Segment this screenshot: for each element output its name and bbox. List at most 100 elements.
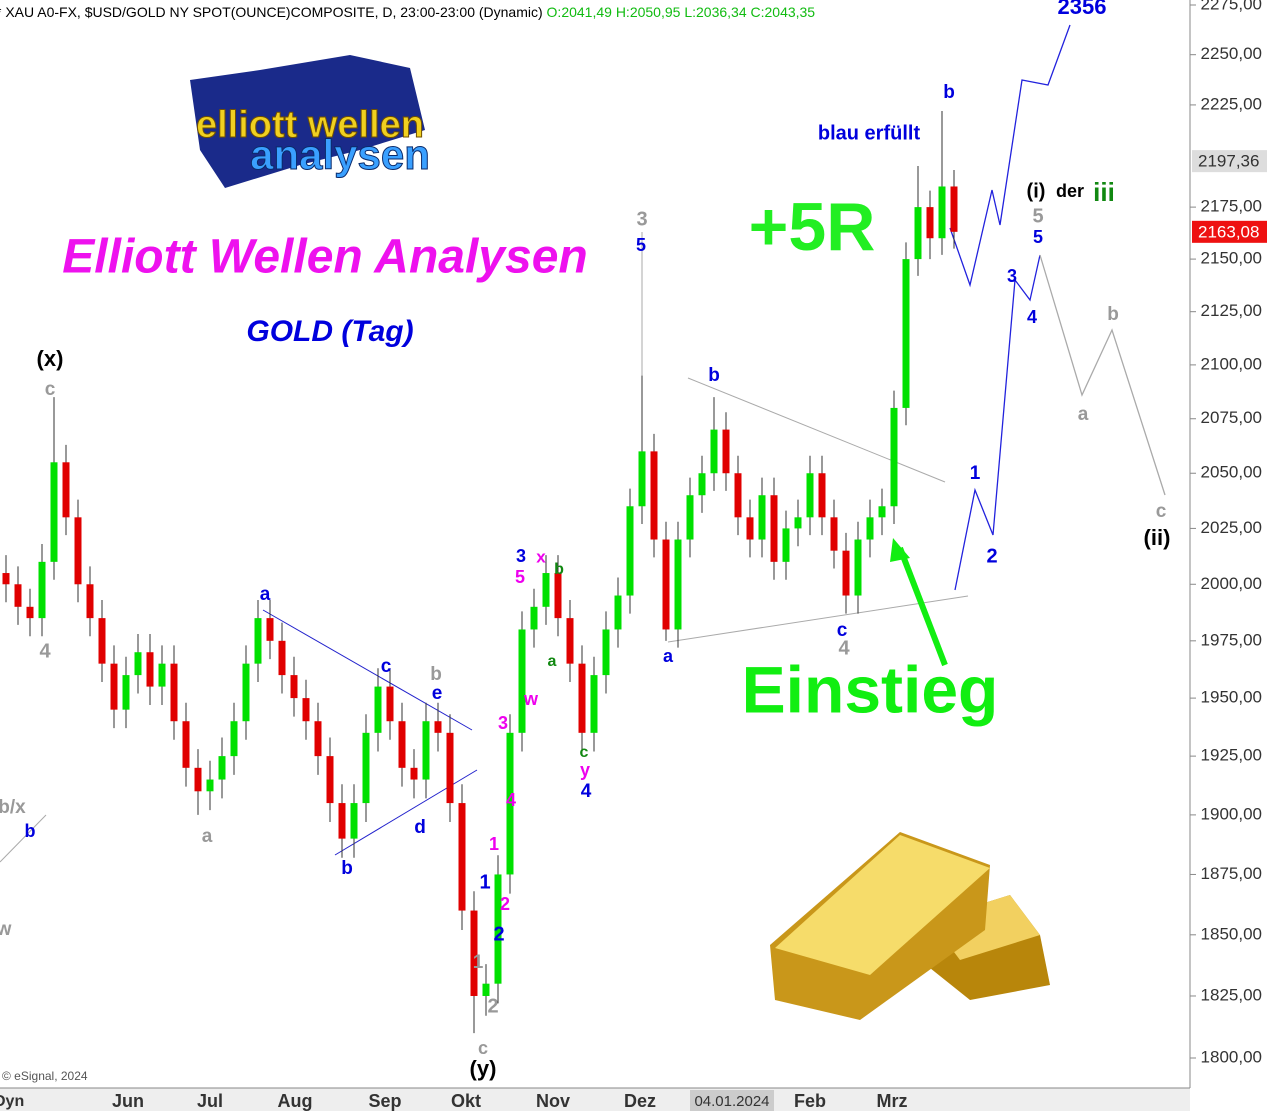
candle-body [326,756,334,804]
y-tick-label: 1925,00 [1201,746,1262,765]
y-tick-label: 2225,00 [1201,94,1262,113]
candle-body [674,539,682,630]
wave-label: e [432,683,443,704]
wave-label: b [430,664,442,685]
candle-body [494,874,502,984]
y-tick-label: 2175,00 [1201,197,1262,216]
candle-body [926,207,934,239]
candle-body [314,721,322,757]
wave-label: a [260,584,271,605]
candle-body [890,407,898,507]
chart-subtitle: GOLD (Tag) [246,315,413,348]
wave-label: x [536,547,546,566]
candle-body [482,983,490,996]
candle-body [542,573,550,607]
x-tick-label: Jul [197,1091,223,1111]
candle-body [530,606,538,630]
y-tick-label: 2075,00 [1201,408,1262,427]
candle-body [446,732,454,804]
candle-body [170,663,178,722]
candle-body [158,663,166,687]
x-tick-label: Dez [624,1091,656,1111]
wave-label: 1 [479,871,490,893]
wave-label: c [45,379,56,400]
candle-body [566,618,574,664]
candle-body [662,539,670,630]
wave-label: 5 [1033,227,1043,247]
wave-label: der [1056,181,1084,201]
candle-body [830,517,838,551]
wave-label: b [25,821,36,841]
candle-body [902,259,910,408]
x-tick-label: 04.01.2024 [694,1093,769,1110]
candle-body [98,618,106,664]
candle-body [722,429,730,474]
wave-label: 2 [493,923,504,945]
candle-body [266,618,274,641]
wave-label: 3 [498,713,508,733]
candle-body [434,721,442,733]
wave-label: 5 [1032,205,1043,227]
chart-title: Elliott Wellen Analysen [62,231,587,284]
wave-label: blau erfüllt [818,122,921,144]
y-tick-label: 1900,00 [1201,804,1262,823]
wave-label: b [708,365,720,386]
wave-label: b [554,561,564,578]
wave-label: c [478,1038,488,1058]
time-axis [0,1088,1190,1111]
candle-body [626,506,634,596]
candle-body [194,767,202,792]
x-tick-label: Mrz [877,1091,908,1111]
wave-label: 1 [489,834,499,854]
candle-body [878,506,886,518]
projection [949,24,1071,288]
wave-label: 4 [581,781,592,802]
candle-body [518,629,526,733]
candle-body [842,550,850,596]
wave-label: 2 [500,894,510,914]
candle-body [386,686,394,722]
candle-body [818,473,826,518]
wave-label: 2356 [1058,0,1107,19]
x-tick-label: Nov [536,1091,570,1111]
wave-label: w [0,919,12,940]
candle-body [26,606,34,619]
candle-body [278,640,286,676]
candle-body [134,652,142,676]
price-tag [1192,220,1267,243]
candle-body [806,473,814,518]
price-axis [1190,0,1267,1111]
wave-label: 4 [506,790,516,810]
y-tick-label: 1875,00 [1201,864,1262,883]
x-tick-label: Sep [368,1091,401,1111]
candle-body [782,528,790,562]
wave-label: 2 [487,995,498,1017]
wave-label: 1 [970,463,981,484]
candle-body [770,495,778,562]
candle-body [914,207,922,260]
wave-label: 5 [515,567,525,587]
candle-body [698,473,706,496]
logo: elliott wellen analysen [190,55,430,188]
candle-body [758,495,766,540]
candles [2,110,958,1034]
y-tick-label: 1825,00 [1201,985,1262,1004]
candle-body [14,584,22,607]
wave-label: (ii) [1144,525,1171,550]
y-tick-label: 2125,00 [1201,301,1262,320]
header-ohlc: O:2041,49 H:2050,95 L:2036,34 C:2043,35 [547,4,816,20]
wave-label: c [381,656,392,677]
arrow [897,546,948,667]
price-tag-label: 2163,08 [1198,222,1259,241]
wave-label: b [943,82,955,103]
gold-bars [770,832,1050,1020]
candle-body [614,595,622,630]
candle-body [74,517,82,585]
y-tick-label: 1800,00 [1201,1047,1262,1066]
y-tick-label: 1950,00 [1201,688,1262,707]
candle-body [350,803,358,839]
candle-body [470,910,478,996]
candle-body [38,561,46,619]
